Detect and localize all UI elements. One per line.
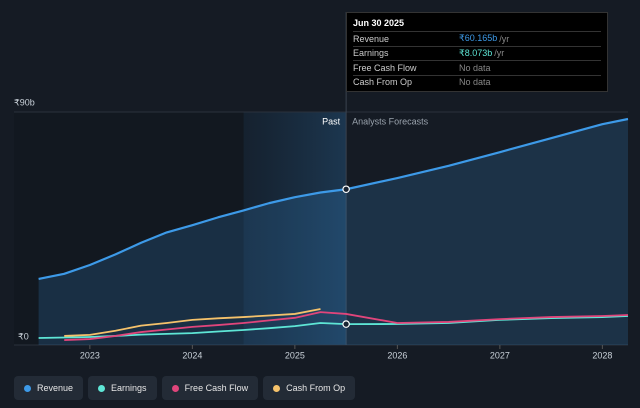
forecast-label: Analysts Forecasts: [352, 116, 429, 126]
tooltip-label: Free Cash Flow: [353, 62, 417, 73]
x-tick-label: 2023: [80, 350, 100, 360]
tooltip-unit: /yr: [499, 33, 510, 44]
tooltip-value: No data: [459, 62, 491, 73]
tooltip-value: ₹8.073b: [459, 47, 493, 58]
legend-dot: [273, 384, 281, 392]
tooltip-label: Revenue: [353, 33, 390, 44]
legend-label: Earnings: [111, 383, 147, 393]
tooltip-label: Cash From Op: [353, 77, 413, 88]
x-tick-label: 2024: [182, 350, 202, 360]
legend-item[interactable]: Revenue: [14, 376, 84, 400]
tooltip-row: Earnings ₹8.073b/yr: [353, 45, 601, 61]
x-tick-label: 2027: [490, 350, 510, 360]
tooltip-date: Jun 30 2025: [353, 18, 405, 28]
legend-label: Revenue: [37, 383, 74, 393]
legend: Revenue Earnings Free Cash Flow Cash From O…: [14, 376, 356, 400]
legend-item[interactable]: Earnings: [88, 376, 157, 400]
past-label: Past: [322, 116, 341, 126]
tooltip-label: Earnings: [353, 48, 389, 59]
revenue-area: [38, 118, 628, 346]
hover-marker: [342, 320, 350, 328]
x-tick-label: 2026: [387, 350, 407, 360]
legend-dot: [171, 384, 179, 392]
y-tick-label: ₹90b: [14, 97, 35, 107]
series-line: [64, 308, 321, 337]
x-tick-label: 2025: [285, 350, 305, 360]
series-line: [38, 117, 629, 281]
series-line: [64, 311, 629, 341]
legend-item[interactable]: Free Cash Flow: [161, 376, 259, 400]
tooltip-row: Free Cash Flow No data: [353, 60, 601, 75]
past-highlight: [243, 112, 347, 345]
legend-dot: [24, 384, 31, 392]
tooltip-value: No data: [459, 77, 491, 88]
legend-label: Cash From Op: [286, 383, 346, 393]
legend-dot: [98, 384, 106, 392]
tooltip-value: ₹60.165b: [459, 33, 498, 44]
legend-item[interactable]: Cash From Op: [263, 376, 356, 400]
tooltip-row: Revenue ₹60.165b/yr: [353, 31, 601, 46]
hover-marker: [342, 185, 350, 194]
tooltip-unit: /yr: [494, 48, 505, 59]
chart: ₹90b ₹0 2023 2024 2025 2026 2027 2028 Past Analy…: [14, 12, 629, 360]
x-tick-label: 2028: [592, 350, 612, 360]
tooltip-row: Cash From Op No data: [353, 74, 601, 90]
legend-label: Free Cash Flow: [184, 383, 249, 393]
y-tick-label: ₹0: [18, 331, 29, 341]
tooltip: Jun 30 2025 Revenue ₹60.165b/yr Earnings ₹8…: [346, 12, 608, 92]
